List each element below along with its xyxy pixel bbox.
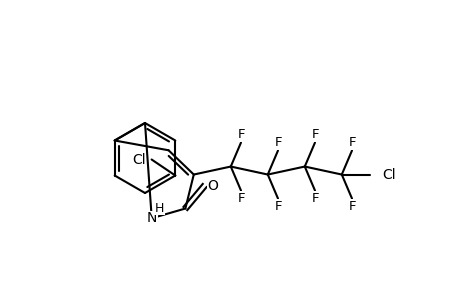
Text: F: F [238,192,245,205]
Text: O: O [207,178,218,193]
Text: F: F [348,136,356,149]
Text: F: F [238,128,245,141]
Text: H: H [155,202,164,215]
Text: Cl: Cl [381,167,395,182]
Text: F: F [312,192,319,205]
Text: F: F [274,136,282,149]
Text: F: F [312,128,319,141]
Text: Cl: Cl [132,152,146,167]
Text: F: F [348,200,356,213]
Text: F: F [274,200,282,213]
Text: N: N [146,211,157,225]
